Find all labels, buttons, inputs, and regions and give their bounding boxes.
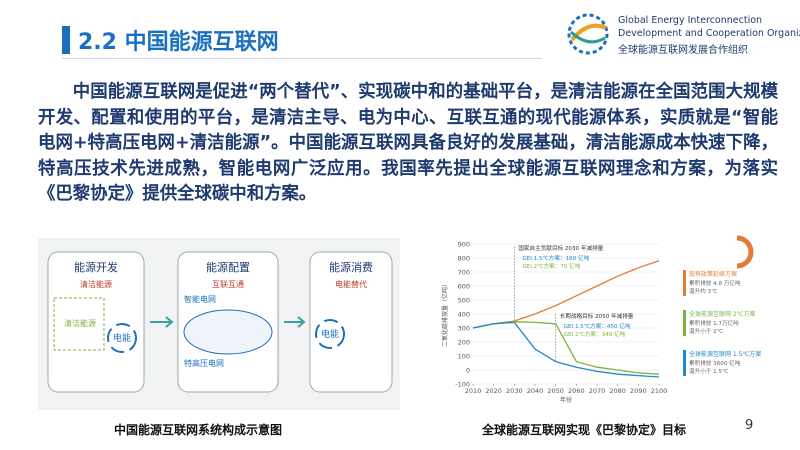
body-paragraph: 中国能源互联网是促进“两个替代”、实现碳中和的基础平台，是清洁能源在全国范围大规…: [38, 82, 778, 204]
x-tick-label: 2090: [630, 387, 647, 395]
y-tick-label: 300: [458, 325, 470, 333]
logo-text: 全球能源互联网发展合作组织: [618, 45, 748, 56]
x-tick-label: 2070: [589, 387, 606, 395]
series-line: [472, 321, 660, 378]
legend-swatch: [683, 350, 686, 376]
panel-title: 能源配置: [206, 260, 250, 274]
panel-subtitle: 电能替代: [335, 279, 367, 289]
annotation: 长期战略目标 2050 年减排量: [560, 312, 634, 320]
panel: 能源开发 清洁能源 清洁能源 电能: [47, 251, 145, 393]
panel-title: 能源消费: [329, 260, 373, 274]
inner-label: 电能: [321, 328, 339, 340]
legend-detail: 温升小于 2℃: [689, 327, 723, 335]
diagram-svg: 能源开发 清洁能源 清洁能源 电能 能源配置 互联互通 智能电网 特高压电网 能…: [47, 251, 393, 393]
annotation: 国家自主贡献目标 2030 年减排量: [518, 244, 603, 252]
legend-detail: 累积排放 3600 亿吨: [689, 359, 741, 367]
y-tick-label: 700: [458, 269, 470, 277]
annotation: GEI 2℃方案：70 亿吨: [522, 262, 580, 270]
inner-label: 智能电网: [184, 294, 216, 304]
x-tick-label: 2060: [568, 387, 585, 395]
legend-swatch: [683, 310, 686, 336]
legend-detail: 温升小于 1.5℃: [689, 367, 728, 375]
x-tick-label: 2050: [547, 387, 564, 395]
logo-text: Development and Cooperation Organization: [618, 28, 800, 39]
x-tick-label: 2010: [465, 387, 482, 395]
slide-title: 2.2 中国能源互联网: [78, 30, 279, 55]
arrow: [150, 316, 174, 328]
panel-subtitle: 互联互通: [212, 279, 244, 289]
panel: 能源消费 电能替代 电能: [309, 251, 393, 393]
y-axis-label: 二氧化碳排放量（亿吨）: [441, 281, 449, 347]
y-tick-label: 400: [458, 311, 470, 319]
legend-name: 现有政策延续方案: [689, 270, 737, 278]
x-tick-label: 2040: [527, 387, 544, 395]
y-tick-label: 500: [458, 297, 470, 305]
figure-caption: 中国能源互联网系统构成示意图: [114, 423, 283, 437]
legend-detail: 累积排放 1.7万亿吨: [689, 319, 739, 327]
logo-globe: [567, 13, 609, 55]
inner-label: 电能: [113, 332, 131, 344]
ring-icon: [736, 235, 754, 269]
y-tick-label: 100: [458, 353, 470, 361]
legend-name: 全球能源互联网 2℃方案: [689, 310, 755, 318]
annotation: GEI 1.5℃方案：450 亿吨: [564, 322, 631, 330]
panel-subtitle: 清洁能源: [80, 279, 112, 289]
logo-text: Global Energy Interconnection: [618, 15, 763, 26]
panel-title: 能源开发: [74, 260, 118, 274]
x-tick-label: 2080: [609, 387, 626, 395]
panel: 能源配置 互联互通 智能电网 特高压电网: [177, 251, 279, 393]
system-diagram: 能源开发 清洁能源 清洁能源 电能 能源配置 互联互通 智能电网 特高压电网 能…: [38, 238, 400, 410]
chart-svg: -100 0 100 200 300 400 500 600 700 800 900 2010 2020…: [441, 235, 761, 404]
arrow: [284, 316, 306, 328]
legend-swatch: [683, 270, 686, 296]
y-tick-label: -100: [455, 381, 470, 389]
figure-caption: 全球能源互联网实现《巴黎协定》目标: [482, 423, 687, 437]
x-tick-label: 2030: [506, 387, 523, 395]
y-tick-label: 200: [458, 339, 470, 347]
inner-label: 特高压电网: [184, 358, 224, 368]
x-axis-label: 年份: [560, 396, 572, 404]
y-tick-label: 0: [466, 367, 470, 375]
emission-chart: -100 0 100 200 300 400 500 600 700 800 900 2010 2020…: [437, 232, 761, 414]
title-rule: [62, 58, 542, 59]
y-tick-label: 800: [458, 255, 470, 263]
annotation: GEI 2℃方案：340 亿吨: [564, 330, 626, 338]
legend-name: 全球能源互联网 1.5℃方案: [689, 350, 761, 358]
legend-detail: 温升约 3℃: [689, 287, 717, 295]
annotation: GEI 1.5℃方案：160 亿吨: [522, 254, 589, 262]
y-tick-label: 600: [458, 283, 470, 291]
page-number: 9: [745, 418, 754, 433]
y-tick-label: 900: [458, 241, 470, 249]
title-tab: [62, 26, 70, 54]
inner-label: 清洁能源: [64, 318, 96, 328]
x-tick-label: 2100: [651, 387, 668, 395]
x-tick-label: 2020: [485, 387, 502, 395]
legend-detail: 累积排放 4.8 万亿吨: [689, 279, 741, 287]
